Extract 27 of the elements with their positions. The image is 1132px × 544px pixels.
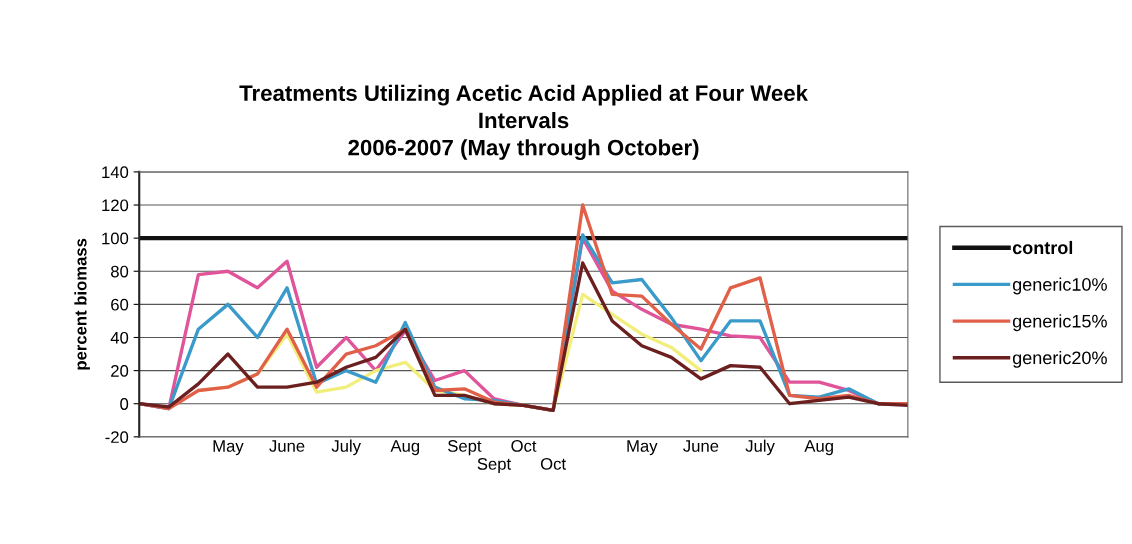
- legend-label: control: [1012, 240, 1073, 255]
- x-tick-label: May: [213, 440, 244, 456]
- y-tick-label: 0: [120, 398, 129, 410]
- legend-label: generic20%: [1012, 350, 1107, 368]
- legend-label: generic10%: [1012, 277, 1107, 295]
- x-tick-label: May: [627, 440, 658, 456]
- y-tick-label: 20: [111, 365, 129, 377]
- chart-title: Treatments Utilizing Acetic Acid Applied at Four Week Intervals 2006-2007 (May through October): [239, 84, 808, 160]
- x-tick-label: Oct: [511, 440, 537, 452]
- y-tick-label: 120: [102, 199, 129, 212]
- y-tick-label: 40: [110, 331, 129, 344]
- x-tick-label: Oct: [540, 458, 566, 470]
- x-tick-label: June: [269, 440, 305, 452]
- x-tick-label: Sept: [477, 458, 512, 474]
- legend-label: generic15%: [1012, 314, 1107, 332]
- x-tick-label: July: [745, 439, 775, 456]
- y-tick-label: 60: [111, 298, 129, 311]
- x-tick-label: June: [683, 440, 719, 452]
- y-tick-label: 80: [111, 265, 129, 278]
- y-tick-label: -20: [105, 431, 129, 444]
- x-tick-label: Sept: [448, 440, 482, 456]
- y-tick-label: 140: [102, 166, 129, 179]
- x-tick-label: July: [331, 439, 361, 456]
- y-axis-title: percent biomass: [74, 238, 90, 370]
- y-tick-label: 100: [102, 232, 129, 245]
- x-tick-label: Aug: [804, 440, 833, 456]
- x-tick-label: Aug: [390, 440, 420, 456]
